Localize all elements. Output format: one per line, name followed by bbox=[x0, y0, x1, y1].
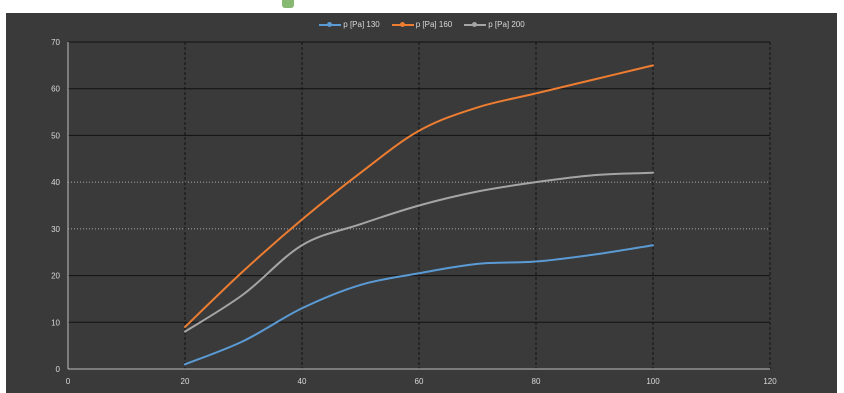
chart-area bbox=[6, 13, 837, 393]
legend-item-series-2: p [Pa] 160 bbox=[391, 20, 453, 29]
legend-item-series-1: p [Pa] 130 bbox=[319, 20, 380, 29]
legend-swatch-series-3 bbox=[464, 21, 487, 27]
y-tick-label-20: 20 bbox=[51, 272, 60, 281]
x-tick-label-20: 20 bbox=[181, 377, 190, 386]
legend-swatch-series-2 bbox=[391, 21, 414, 27]
legend-item-series-3: p [Pa] 200 bbox=[464, 20, 525, 29]
legend-swatch-series-1 bbox=[319, 21, 342, 27]
series-line-2 bbox=[184, 64, 654, 328]
x-tick-label-100: 100 bbox=[646, 377, 660, 386]
series-line-1 bbox=[184, 244, 654, 366]
x-tick-label-0: 0 bbox=[66, 377, 71, 386]
legend-label-series-1: p [Pa] 130 bbox=[343, 20, 380, 29]
x-tick-label-60: 60 bbox=[415, 377, 424, 386]
x-tick-label-120: 120 bbox=[763, 377, 777, 386]
y-tick-label-60: 60 bbox=[51, 85, 60, 94]
y-tick-label-30: 30 bbox=[51, 225, 60, 234]
legend-label-series-2: p [Pa] 160 bbox=[415, 20, 453, 29]
series-line-3 bbox=[184, 171, 654, 333]
legend-label-series-3: p [Pa] 200 bbox=[488, 20, 525, 29]
y-tick-label-0: 0 bbox=[56, 365, 61, 374]
legend: p [Pa] 130 p [Pa] 160 p [Pa] 200 bbox=[0, 20, 844, 29]
x-tick-label-80: 80 bbox=[532, 377, 541, 386]
y-tick-label-50: 50 bbox=[51, 131, 60, 140]
partial-logo-icon bbox=[282, 0, 294, 8]
y-tick-label-10: 10 bbox=[51, 318, 60, 327]
x-tick-label-40: 40 bbox=[298, 377, 307, 386]
y-tick-label-70: 70 bbox=[51, 38, 60, 47]
y-tick-label-40: 40 bbox=[51, 178, 60, 187]
